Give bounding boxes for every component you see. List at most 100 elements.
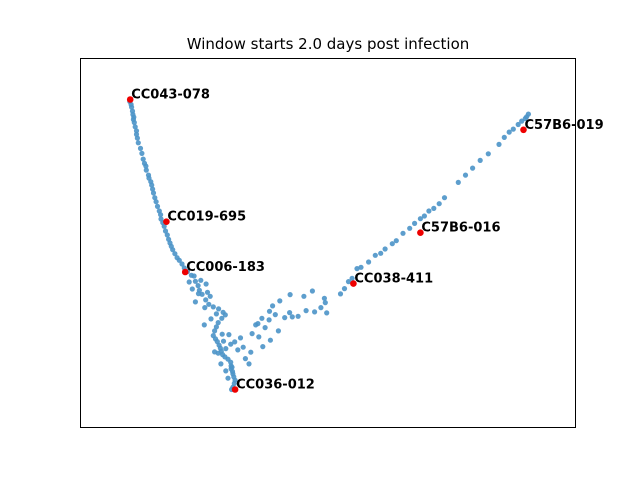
scatter-point	[341, 286, 348, 292]
scatter-point	[525, 111, 532, 117]
scatter-point	[195, 291, 202, 297]
scatter-point	[249, 331, 255, 337]
scatter-point	[149, 182, 155, 188]
highlighted-points	[126, 96, 527, 393]
scatter-point	[431, 205, 437, 211]
plot-frame	[80, 58, 576, 428]
scatter-point	[161, 223, 167, 229]
scatter-point	[270, 303, 276, 309]
scatter-point	[287, 292, 293, 298]
scatter-point	[143, 163, 149, 169]
scatter-point	[275, 328, 281, 334]
point-label: CC006-183	[186, 260, 265, 275]
scatter-point	[189, 286, 195, 292]
scatter-point	[289, 314, 295, 320]
scatter-point	[366, 259, 372, 265]
scatter-point	[212, 328, 218, 334]
scatter-point	[213, 311, 219, 317]
scatter-point	[260, 344, 266, 350]
scatter-point	[477, 157, 483, 163]
highlight-point	[181, 268, 189, 276]
scatter-point	[358, 264, 364, 270]
scatter-point	[256, 334, 262, 340]
scatter-point	[208, 316, 214, 322]
scatter-point	[337, 291, 344, 297]
scatter-point	[389, 241, 395, 247]
scatter-point	[133, 128, 140, 134]
scatter-point	[318, 305, 324, 311]
scatter-point	[132, 124, 138, 130]
scatter-point	[262, 325, 268, 331]
scatter-point	[277, 298, 283, 304]
scatter-point	[470, 165, 476, 171]
scatter-point	[417, 216, 423, 222]
scatter-point	[153, 199, 159, 205]
scatter-point	[228, 341, 234, 347]
highlight-point	[231, 386, 239, 393]
scatter-point	[436, 201, 442, 207]
scatter-point	[170, 247, 176, 253]
scatter-point	[237, 335, 244, 341]
highlight-point	[163, 218, 170, 225]
point-label: C57B6-016	[421, 221, 500, 236]
scatter-point	[150, 190, 157, 196]
scatter-point	[176, 257, 182, 263]
scatter-point	[206, 301, 212, 307]
scatter-point	[255, 321, 261, 327]
scatter-point	[515, 121, 521, 128]
scatter-point	[232, 339, 238, 345]
scatter-point	[372, 252, 378, 258]
scatter-point	[191, 273, 197, 279]
point-label: CC019-695	[167, 210, 246, 225]
scatter-point	[393, 238, 399, 244]
scatter-point	[152, 195, 158, 201]
scatter-point	[186, 279, 192, 285]
scatter-point	[426, 208, 432, 214]
highlight-point	[417, 229, 424, 236]
scatter-point	[139, 150, 145, 156]
scatter-point	[287, 310, 293, 316]
highlight-point	[350, 280, 357, 287]
point-label: C57B6-019	[525, 118, 604, 133]
scatter-point	[203, 297, 209, 303]
scatter-point	[248, 349, 254, 355]
scatter-point	[519, 118, 525, 124]
scatter-point	[229, 364, 235, 370]
scatter-point	[246, 361, 252, 367]
scatter-point	[150, 186, 156, 192]
scatter-point	[198, 277, 204, 283]
scatter-point	[207, 293, 213, 299]
scatter-point	[345, 279, 352, 285]
scatter-point	[407, 225, 413, 231]
scatter-point	[195, 283, 201, 289]
scatter-point	[134, 135, 140, 141]
scatter-point	[158, 212, 164, 218]
highlight-point	[520, 126, 527, 134]
scatter-point	[382, 246, 388, 252]
point-label: CC038-411	[354, 272, 433, 287]
scatter-point	[140, 156, 146, 162]
scatter-point	[215, 350, 221, 356]
scatter-point	[295, 313, 301, 319]
scatter-point	[203, 281, 209, 287]
scatter-point	[135, 140, 141, 146]
scatter-point	[303, 308, 309, 314]
scatter-point	[164, 232, 170, 238]
scatter-point	[506, 129, 512, 135]
scatter-point	[267, 337, 273, 343]
scatter-point	[496, 141, 502, 147]
scatter-point	[309, 288, 315, 294]
scatter-point	[266, 308, 273, 314]
scatter-point	[441, 195, 448, 201]
point-label: CC036-012	[236, 378, 315, 393]
scatter-point	[266, 317, 272, 323]
scatter-point	[378, 250, 384, 256]
scatter-point	[215, 320, 221, 326]
scatter-point	[259, 315, 265, 321]
scatter-point	[219, 331, 225, 337]
scatter-point	[162, 228, 169, 234]
scatter-point	[143, 167, 149, 173]
scatter-point	[272, 312, 278, 318]
